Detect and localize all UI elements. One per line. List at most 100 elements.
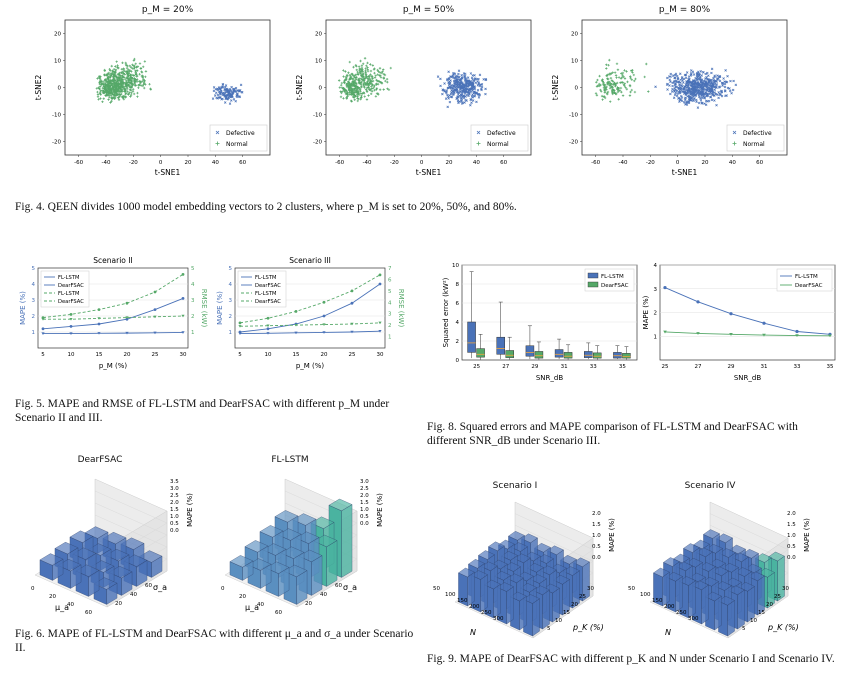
defective-point [482,78,485,81]
defective-point [467,90,471,93]
normal-point [342,69,345,72]
defective-point [732,79,735,83]
normal-point [603,83,607,87]
bar-top [507,573,524,584]
defective-point [456,99,460,103]
normal-point [127,83,131,86]
defective-point [682,81,685,84]
series-point [350,289,354,293]
normal-point [371,64,375,67]
defective-point [680,99,684,102]
defective-point [679,81,682,84]
normal-point [116,84,119,87]
series-point [696,300,700,304]
defective-point [214,87,218,91]
normal-point [129,74,132,77]
defective-point [713,88,716,92]
normal-point [379,76,383,79]
defective-point [462,95,466,98]
x-axis-label: μ_a [245,603,259,612]
normal-point [350,90,353,94]
normal-point [122,81,125,84]
defective-point [668,84,671,87]
normal-point [112,68,116,71]
defective-point [708,78,712,82]
normal-point [629,90,632,94]
bar-side [701,584,709,625]
defective-point [711,82,714,85]
y-tick-label: 10 [750,618,757,624]
z-tick-label: 0.0 [787,555,796,561]
defective-point [476,84,480,87]
normal-point [367,94,370,97]
defective-point [702,95,705,98]
legend-label: FL-LSTM [255,275,276,281]
bar-top [72,547,97,560]
x-tick-label: 20 [124,352,131,358]
defective-point [450,91,453,94]
defective-point [464,98,467,102]
normal-point [362,83,365,87]
defective-point [449,79,452,82]
normal-point [136,91,139,95]
normal-point [616,81,619,85]
defective-point [699,70,703,73]
defective-point [439,84,442,88]
defective-point [708,82,712,86]
normal-point [144,75,147,78]
normal-point [134,62,137,66]
normal-point [369,82,373,85]
normal-point [114,68,118,72]
bar-top [504,562,521,572]
normal-point [108,89,112,92]
plot-frame [234,267,386,349]
series-point [663,285,667,290]
defective-point [224,88,227,91]
normal-point [352,74,355,78]
x-tick-label: -40 [102,160,111,166]
defective-point [672,96,676,100]
defective-point [216,93,220,97]
normal-point [379,81,382,84]
normal-point [599,88,602,92]
normal-point [610,89,614,92]
defective-point [683,92,686,95]
defective-point [471,99,475,102]
defective-point [469,72,473,75]
normal-point [601,82,605,86]
defective-point [718,85,722,89]
y-axis-label: Squared error (kW²) [442,277,450,347]
normal-point [602,81,605,84]
legend-box [209,124,268,152]
normal-point [616,90,620,94]
defective-point [228,102,232,105]
y-tick-label: 10 [315,59,322,65]
bar-top [653,567,670,578]
normal-point [340,81,344,85]
normal-point [352,80,355,83]
defective-point [691,70,695,73]
normal-point [343,81,346,84]
defective-point [684,76,688,79]
x-tick-label: 100 [640,592,651,598]
defective-point [669,80,672,84]
normal-point [360,66,364,70]
normal-point [354,73,358,76]
normal-point [345,89,348,93]
normal-point [340,86,344,89]
defective-point [708,87,712,91]
series-line [43,332,184,335]
defective-point [723,85,727,89]
defective-point [448,81,452,85]
normal-point [359,92,363,95]
normal-point [113,93,116,96]
bar-top [277,528,302,541]
y-tick-label: 60 [335,583,342,589]
fig8-caption: Fig. 8. Squared errors and MAPE comparis… [427,421,798,447]
defective-point [230,85,233,89]
normal-point [362,62,365,66]
defective-point [470,76,474,80]
normal-point [337,79,341,82]
defective-point [690,99,694,102]
